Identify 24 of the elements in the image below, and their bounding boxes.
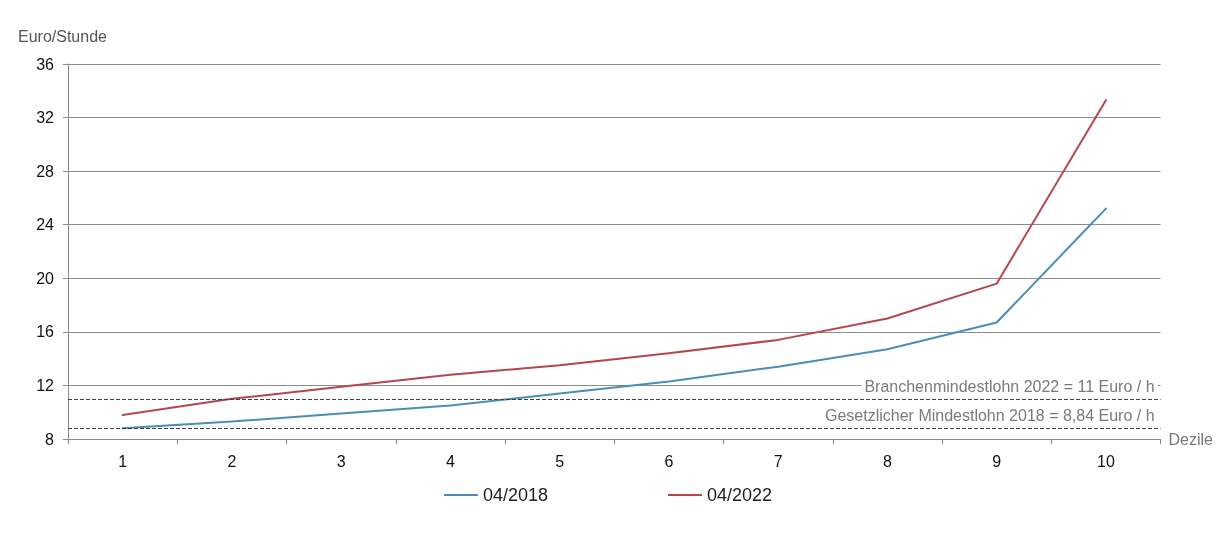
x-tick-label: 3 [336, 452, 346, 470]
x-tick-label: 8 [882, 452, 892, 470]
y-tick-label: 28 [36, 162, 55, 180]
x-tick-label: 7 [773, 452, 783, 470]
y-tick-label: 20 [36, 269, 55, 287]
ref-line-label: Branchenmindestlohn 2022 = 11 Euro / h [864, 378, 1155, 396]
y-tick-label: 8 [45, 430, 55, 448]
y-tick-label: 24 [36, 216, 55, 234]
y-tick-label: 12 [36, 376, 55, 394]
x-tick-label: 4 [445, 452, 455, 470]
x-axis-title: Dezile [1168, 430, 1214, 448]
y-axis-title: Euro/Stunde [18, 27, 108, 45]
x-tick-label: 9 [992, 452, 1002, 470]
x-tick-label: 2 [227, 452, 237, 470]
x-tick-label: 10 [1097, 452, 1115, 470]
y-tick-label: 32 [36, 109, 55, 127]
x-tick-label: 5 [555, 452, 565, 470]
y-tick-label: 36 [36, 55, 55, 73]
ref-line-label: Gesetzlicher Mindestlohn 2018 = 8,84 Euro / h [825, 407, 1155, 425]
x-tick-label: 1 [118, 452, 128, 470]
x-tick-label: 6 [664, 452, 674, 470]
y-tick-label: 16 [36, 323, 55, 341]
legend-label: 04/2022 [707, 485, 773, 505]
legend-label: 04/2018 [482, 485, 549, 505]
